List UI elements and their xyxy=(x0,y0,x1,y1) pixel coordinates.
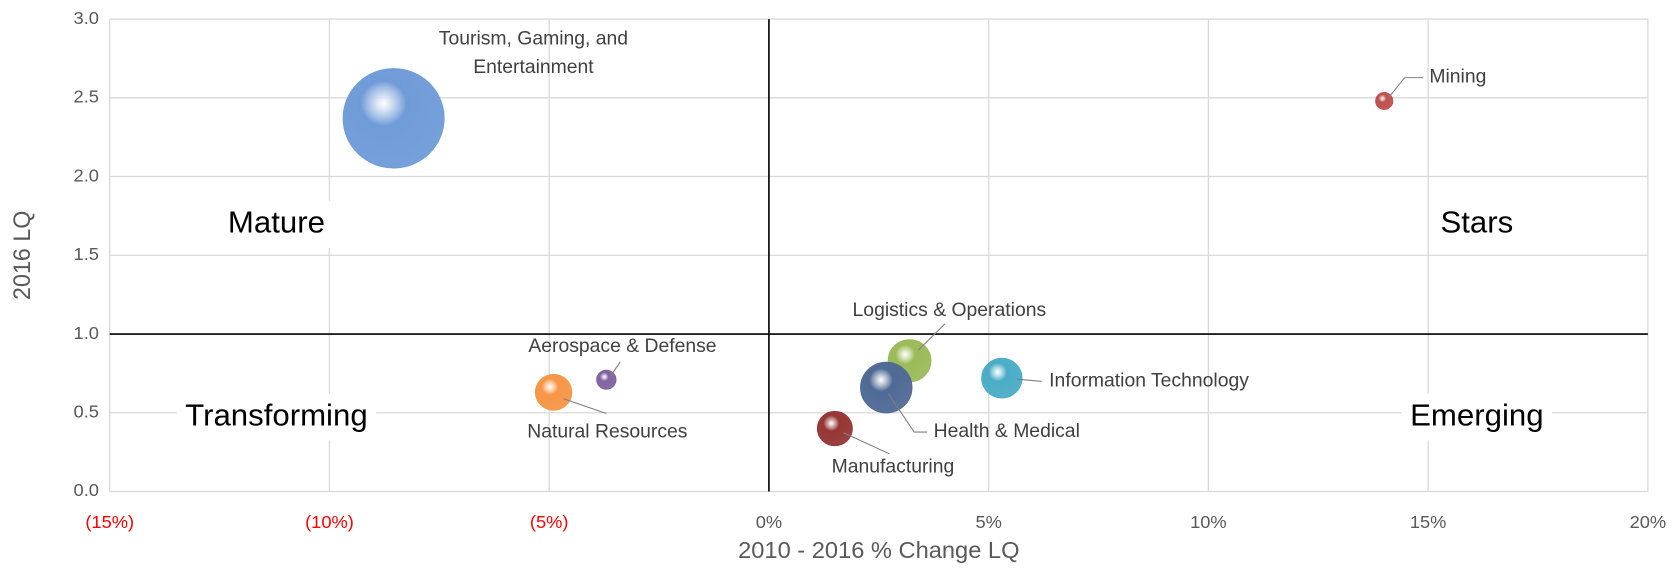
y-tick-label: 1.5 xyxy=(74,244,99,264)
x-tick-label: 10% xyxy=(1190,512,1227,532)
quadrant-label: Stars xyxy=(1440,205,1513,240)
bubble xyxy=(342,68,445,169)
point-label: Information Technology xyxy=(1049,370,1249,391)
y-tick-label: 3.0 xyxy=(74,8,99,28)
x-tick-label: 15% xyxy=(1410,512,1447,532)
x-tick-label: 5% xyxy=(975,512,1001,532)
bubble xyxy=(860,361,913,414)
bubble xyxy=(816,410,853,447)
quadrant-label-bg xyxy=(219,201,334,248)
leader-line xyxy=(563,398,607,414)
y-tick-label: 1.0 xyxy=(74,323,99,343)
x-tick-label: (15%) xyxy=(85,512,134,532)
x-axis-title: 2010 - 2016 % Change LQ xyxy=(738,537,1019,563)
x-tick-label: 20% xyxy=(1630,512,1667,532)
quadrant-label: Mature xyxy=(228,205,325,240)
point-label: Logistics & Operations xyxy=(853,300,1047,321)
y-tick-label: 0.0 xyxy=(74,480,99,500)
bubble xyxy=(534,373,573,411)
point-label: Aerospace & Defense xyxy=(528,336,716,357)
leader-line xyxy=(917,323,946,351)
point-label: Mining xyxy=(1429,67,1486,88)
leader-line xyxy=(609,361,621,378)
y-tick-label: 2.5 xyxy=(74,87,99,107)
quadrant-label: Emerging xyxy=(1410,398,1543,433)
leader-line xyxy=(843,432,890,455)
y-tick-label: 2.0 xyxy=(74,165,99,185)
quadrant-label-bg xyxy=(1431,201,1522,248)
x-tick-label: 0% xyxy=(756,512,782,532)
y-axis-title: 2016 LQ xyxy=(9,211,35,300)
leader-line xyxy=(887,393,928,433)
quadrant-label-bg xyxy=(176,394,377,441)
point-label: Manufacturing xyxy=(832,457,955,478)
y-tick-label: 0.5 xyxy=(74,402,99,422)
quadrant-label: Transforming xyxy=(185,398,367,433)
quadrant-label-bg xyxy=(1401,394,1553,441)
x-tick-label: (5%) xyxy=(530,512,569,532)
bubble xyxy=(981,357,1023,399)
leader-line xyxy=(1388,77,1423,99)
point-label: Natural Resources xyxy=(527,422,687,443)
leader-line xyxy=(1016,378,1042,382)
point-label: Health & Medical xyxy=(934,421,1080,442)
bubble xyxy=(1375,92,1394,110)
point-label: Tourism, Gaming, and Entertainment xyxy=(439,29,628,78)
x-tick-label: (10%) xyxy=(305,512,354,532)
